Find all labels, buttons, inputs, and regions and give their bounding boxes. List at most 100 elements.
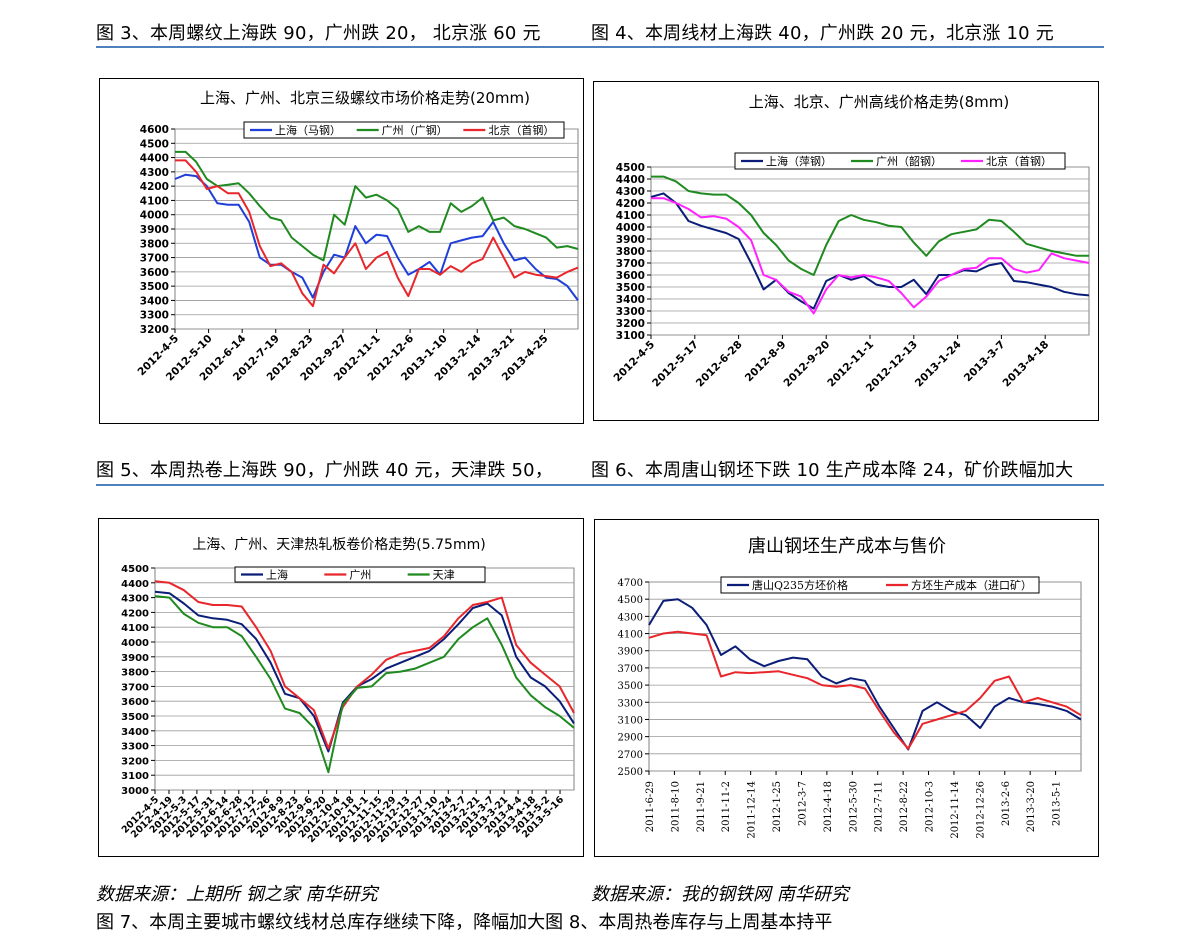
y-tick-label: 3000 bbox=[121, 786, 149, 797]
y-tick-label: 3400 bbox=[140, 295, 169, 307]
y-tick-label: 3100 bbox=[121, 771, 149, 782]
y-tick-label: 4500 bbox=[140, 138, 169, 150]
chart-hotcoil: 3000 3100 3200 3300 3400 3500 3600 3700 3800 3900… bbox=[120, 537, 575, 845]
y-tick-label: 4400 bbox=[140, 153, 169, 165]
legend-label: 广州（广钢） bbox=[382, 124, 448, 137]
x-tick-label: 2011-8-10 bbox=[670, 781, 681, 832]
series-line-0 bbox=[174, 173, 579, 301]
series-line-1 bbox=[154, 580, 575, 750]
y-tick-label: 3300 bbox=[616, 306, 645, 318]
x-tick-label: 2011-9-21 bbox=[696, 781, 707, 832]
legend-label: 上海（马钢） bbox=[275, 123, 341, 137]
y-tick-label: 4100 bbox=[618, 630, 643, 641]
legend-label: 唐山Q235方坯价格 bbox=[752, 578, 848, 592]
x-tick-label: 2012-8-9 bbox=[743, 339, 789, 385]
x-tick-label: 2012-5-30 bbox=[848, 781, 859, 832]
y-tick-label: 4600 bbox=[140, 124, 169, 136]
chart-title: 唐山钢坯生产成本与售价 bbox=[748, 536, 946, 557]
y-tick-label: 3600 bbox=[140, 267, 169, 279]
x-tick-label: 2013-1-24 bbox=[913, 339, 964, 390]
y-tick-label: 4000 bbox=[121, 638, 149, 649]
y-tick-label: 2700 bbox=[618, 750, 643, 761]
y-tick-label: 4500 bbox=[618, 595, 643, 606]
plot-area bbox=[154, 567, 575, 791]
legend-label: 广州 bbox=[349, 569, 371, 582]
y-tick-label: 3500 bbox=[121, 712, 149, 723]
legend-label: 广州（韶钢） bbox=[876, 154, 942, 168]
series-line-2 bbox=[651, 197, 1090, 315]
y-tick-label: 4200 bbox=[616, 198, 645, 210]
x-tick-label: 2011-12-14 bbox=[747, 781, 758, 839]
x-tick-label: 2012-4-5 bbox=[611, 339, 657, 385]
y-tick-label: 4300 bbox=[616, 186, 645, 198]
legend-label: 上海 bbox=[266, 568, 288, 582]
y-tick-label: 3900 bbox=[618, 647, 643, 658]
chart-wire: 3100320033003400350036003700380039004000… bbox=[611, 93, 1090, 395]
legend-box bbox=[234, 566, 486, 583]
legend-label: 天津 bbox=[433, 569, 455, 582]
series-line-1 bbox=[175, 150, 579, 262]
chart-title: 上海、广州、天津热轧板卷价格走势(5.75mm) bbox=[192, 537, 485, 553]
y-tick-label: 2900 bbox=[618, 733, 643, 744]
x-tick-label: 2012-1-25 bbox=[772, 781, 783, 832]
x-tick-label: 2013-3-20 bbox=[1026, 781, 1037, 832]
y-tick-label: 3600 bbox=[121, 697, 149, 708]
y-tick-label: 3400 bbox=[121, 727, 149, 738]
y-tick-label: 3700 bbox=[618, 664, 643, 675]
y-tick-label: 4400 bbox=[616, 174, 645, 186]
caption-fig4: 图 4、本周线材上海跌 40，广州跌 20 元，北京涨 10 元 bbox=[591, 23, 1054, 44]
y-tick-label: 3700 bbox=[140, 253, 169, 265]
caption-rule-middle bbox=[96, 484, 1104, 486]
x-tick-label: 2013-3-7 bbox=[962, 339, 1008, 385]
series-line-2 bbox=[175, 159, 579, 308]
x-tick-label: 2013-5-1 bbox=[1052, 781, 1063, 826]
y-tick-label: 3100 bbox=[618, 715, 643, 726]
x-tick-label: 2012-9-20 bbox=[782, 339, 833, 390]
data-source-left: 数据来源：上期所 钢之家 南华研究 bbox=[96, 884, 378, 905]
y-tick-label: 3500 bbox=[140, 281, 169, 293]
x-tick-label: 2012-4-18 bbox=[823, 781, 834, 832]
legend-box bbox=[734, 152, 1066, 170]
data-source-right: 数据来源：我的钢铁网 南华研究 bbox=[591, 884, 849, 905]
y-tick-label: 3300 bbox=[618, 698, 643, 709]
legend-box bbox=[720, 576, 1040, 594]
chart-title: 上海、广州、北京三级螺纹市场价格走势(20mm) bbox=[200, 89, 530, 107]
next-caption-partial: 图 7、本周主要城市螺纹线材总库存继续下降，降幅加大图 8、本周热卷库存与上周基… bbox=[96, 912, 833, 933]
y-tick-label: 4400 bbox=[121, 579, 149, 590]
legend-label: 北京（首钢） bbox=[488, 123, 554, 137]
caption-fig5: 图 5、本周热卷上海跌 90，广州跌 40 元，天津跌 50， bbox=[96, 460, 553, 481]
x-tick-label: 2012-5-17 bbox=[650, 339, 701, 390]
chart-title: 上海、北京、广州高线价格走势(8mm) bbox=[749, 93, 1009, 111]
x-tick-label: 2012-10-3 bbox=[925, 781, 936, 832]
series-line-0 bbox=[154, 590, 575, 753]
y-tick-label: 3800 bbox=[140, 238, 169, 250]
x-tick-label: 2013-2-6 bbox=[1001, 781, 1012, 826]
y-tick-label: 3800 bbox=[121, 668, 149, 679]
legend-label: 北京（首钢） bbox=[986, 154, 1052, 168]
y-tick-label: 4500 bbox=[121, 564, 149, 575]
y-tick-label: 4100 bbox=[616, 210, 645, 222]
caption-rule-top bbox=[96, 46, 1104, 48]
x-tick-label: 2012-6-28 bbox=[694, 339, 745, 390]
y-tick-label: 4100 bbox=[121, 623, 149, 634]
chart-billet: 2500 2700 2900 3100 3300 3500 3700 3900 4100 4300… bbox=[618, 536, 1082, 839]
x-tick-label: 2011-11-2 bbox=[721, 781, 732, 832]
y-tick-label: 3400 bbox=[616, 294, 645, 306]
y-tick-label: 3200 bbox=[140, 324, 169, 336]
y-tick-label: 4000 bbox=[616, 222, 645, 234]
y-tick-label: 3900 bbox=[140, 224, 169, 236]
series-line-2 bbox=[154, 595, 575, 774]
y-tick-label: 3900 bbox=[121, 653, 149, 664]
x-tick-label: 2012-8-22 bbox=[899, 781, 910, 832]
x-tick-label: 2011-6-29 bbox=[645, 781, 656, 832]
x-tick-label: 2013-4-18 bbox=[1001, 339, 1052, 390]
y-tick-label: 4200 bbox=[121, 608, 149, 619]
y-tick-label: 4300 bbox=[140, 167, 169, 179]
y-tick-label: 3900 bbox=[616, 234, 645, 246]
chart-panel-wire: 3100 3200 3300 3400 3500 3600 3700 3800 3900 4000… bbox=[593, 81, 1099, 421]
y-tick-label: 3600 bbox=[616, 270, 645, 282]
legend-label: 方坯生产成本（进口矿） bbox=[911, 578, 1032, 592]
y-tick-label: 3300 bbox=[140, 310, 169, 322]
y-tick-label: 4500 bbox=[616, 162, 645, 174]
y-tick-label: 4100 bbox=[140, 195, 169, 207]
